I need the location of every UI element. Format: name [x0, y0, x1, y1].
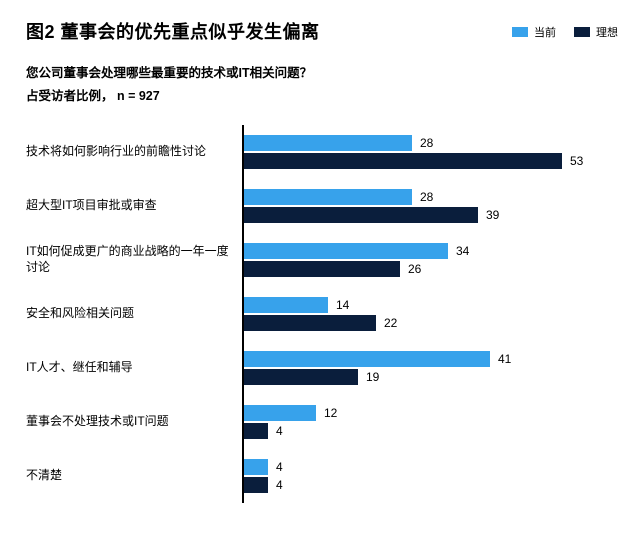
bar-ideal-row: 4 [244, 477, 618, 493]
figure-title: 图2 董事会的优先重点似乎发生偏离 [26, 18, 320, 44]
question-line-2: 占受访者比例， n = 927 [26, 85, 618, 108]
bar-current-row: 41 [244, 351, 618, 367]
bar-ideal [244, 315, 376, 331]
bar-current-row: 28 [244, 189, 618, 205]
bar-current [244, 405, 316, 421]
bar-ideal-value: 4 [276, 424, 283, 438]
bar-ideal [244, 153, 562, 169]
bar-current [244, 135, 412, 151]
category-label: 超大型IT项目审批或审查 [26, 198, 242, 214]
bar-current-value: 34 [456, 244, 469, 258]
bar-ideal-row: 4 [244, 423, 618, 439]
bar-current-value: 28 [420, 190, 433, 204]
header-row: 图2 董事会的优先重点似乎发生偏离 当前 理想 [26, 18, 618, 44]
bar-ideal [244, 207, 478, 223]
bar-current [244, 459, 268, 475]
bar-ideal-value: 53 [570, 154, 583, 168]
category-label: IT人才、继任和辅导 [26, 360, 242, 376]
category-label: 安全和风险相关问题 [26, 306, 242, 322]
bar-current-row: 34 [244, 243, 618, 259]
bar-current [244, 189, 412, 205]
bar-ideal [244, 261, 400, 277]
bar-ideal-value: 4 [276, 478, 283, 492]
bar-pair: 44 [244, 449, 618, 503]
bar-current-row: 4 [244, 459, 618, 475]
category-label-row: 超大型IT项目审批或审查 [26, 179, 242, 233]
grouped-bar-chart: 技术将如何影响行业的前瞻性讨论超大型IT项目审批或审查 IT如何促成更广的商业战略… [26, 125, 618, 503]
category-label-row: 不清楚 [26, 449, 242, 503]
bar-pair: 14 22 [244, 287, 618, 341]
bar-ideal [244, 423, 268, 439]
bar-current-row: 14 [244, 297, 618, 313]
legend-label-current: 当前 [534, 24, 556, 40]
legend-swatch-current [512, 27, 528, 37]
bar-ideal-value: 39 [486, 208, 499, 222]
category-label-row: IT如何促成更广的商业战略的一年一度讨论 [26, 233, 242, 287]
category-label: 技术将如何影响行业的前瞻性讨论 [26, 144, 242, 160]
category-label: 不清楚 [26, 468, 242, 484]
category-labels-column: 技术将如何影响行业的前瞻性讨论超大型IT项目审批或审查 IT如何促成更广的商业战略… [26, 125, 242, 503]
bar-pair: 28 39 [244, 179, 618, 233]
bar-pair: 28 53 [244, 125, 618, 179]
bar-ideal [244, 369, 358, 385]
bar-current-row: 28 [244, 135, 618, 151]
legend-swatch-ideal [574, 27, 590, 37]
legend-label-ideal: 理想 [596, 24, 618, 40]
category-label-row: 董事会不处理技术或IT问题 [26, 395, 242, 449]
bar-ideal-row: 22 [244, 315, 618, 331]
bar-current-value: 41 [498, 352, 511, 366]
category-label: IT如何促成更广的商业战略的一年一度讨论 [26, 244, 242, 275]
category-label-row: IT人才、继任和辅导 [26, 341, 242, 395]
bar-pair: 34 26 [244, 233, 618, 287]
bar-pair: 41 19 [244, 341, 618, 395]
category-label-row: 技术将如何影响行业的前瞻性讨论 [26, 125, 242, 179]
bar-current-value: 12 [324, 406, 337, 420]
bar-current-value: 14 [336, 298, 349, 312]
bar-current [244, 351, 490, 367]
bar-current-value: 28 [420, 136, 433, 150]
bar-ideal-row: 39 [244, 207, 618, 223]
bar-current [244, 297, 328, 313]
legend: 当前 理想 [512, 24, 618, 40]
legend-item-current: 当前 [512, 24, 556, 40]
bar-ideal-row: 19 [244, 369, 618, 385]
bar-pair: 12 4 [244, 395, 618, 449]
bar-ideal-value: 26 [408, 262, 421, 276]
bar-current [244, 243, 448, 259]
category-label-row: 安全和风险相关问题 [26, 287, 242, 341]
bar-current-value: 4 [276, 460, 283, 474]
legend-item-ideal: 理想 [574, 24, 618, 40]
figure-container: 图2 董事会的优先重点似乎发生偏离 当前 理想 您公司董事会处理哪些最重要的技术… [0, 0, 640, 513]
bar-current-row: 12 [244, 405, 618, 421]
bar-ideal-row: 26 [244, 261, 618, 277]
bar-ideal-row: 53 [244, 153, 618, 169]
bar-ideal [244, 477, 268, 493]
bar-ideal-value: 22 [384, 316, 397, 330]
category-label: 董事会不处理技术或IT问题 [26, 414, 242, 430]
subquestion: 您公司董事会处理哪些最重要的技术或IT相关问题？ 占受访者比例， n = 927 [26, 62, 618, 107]
bars-column: 2853283934261422411912444 [242, 125, 618, 503]
question-line-1: 您公司董事会处理哪些最重要的技术或IT相关问题？ [26, 62, 618, 85]
bar-ideal-value: 19 [366, 370, 379, 384]
